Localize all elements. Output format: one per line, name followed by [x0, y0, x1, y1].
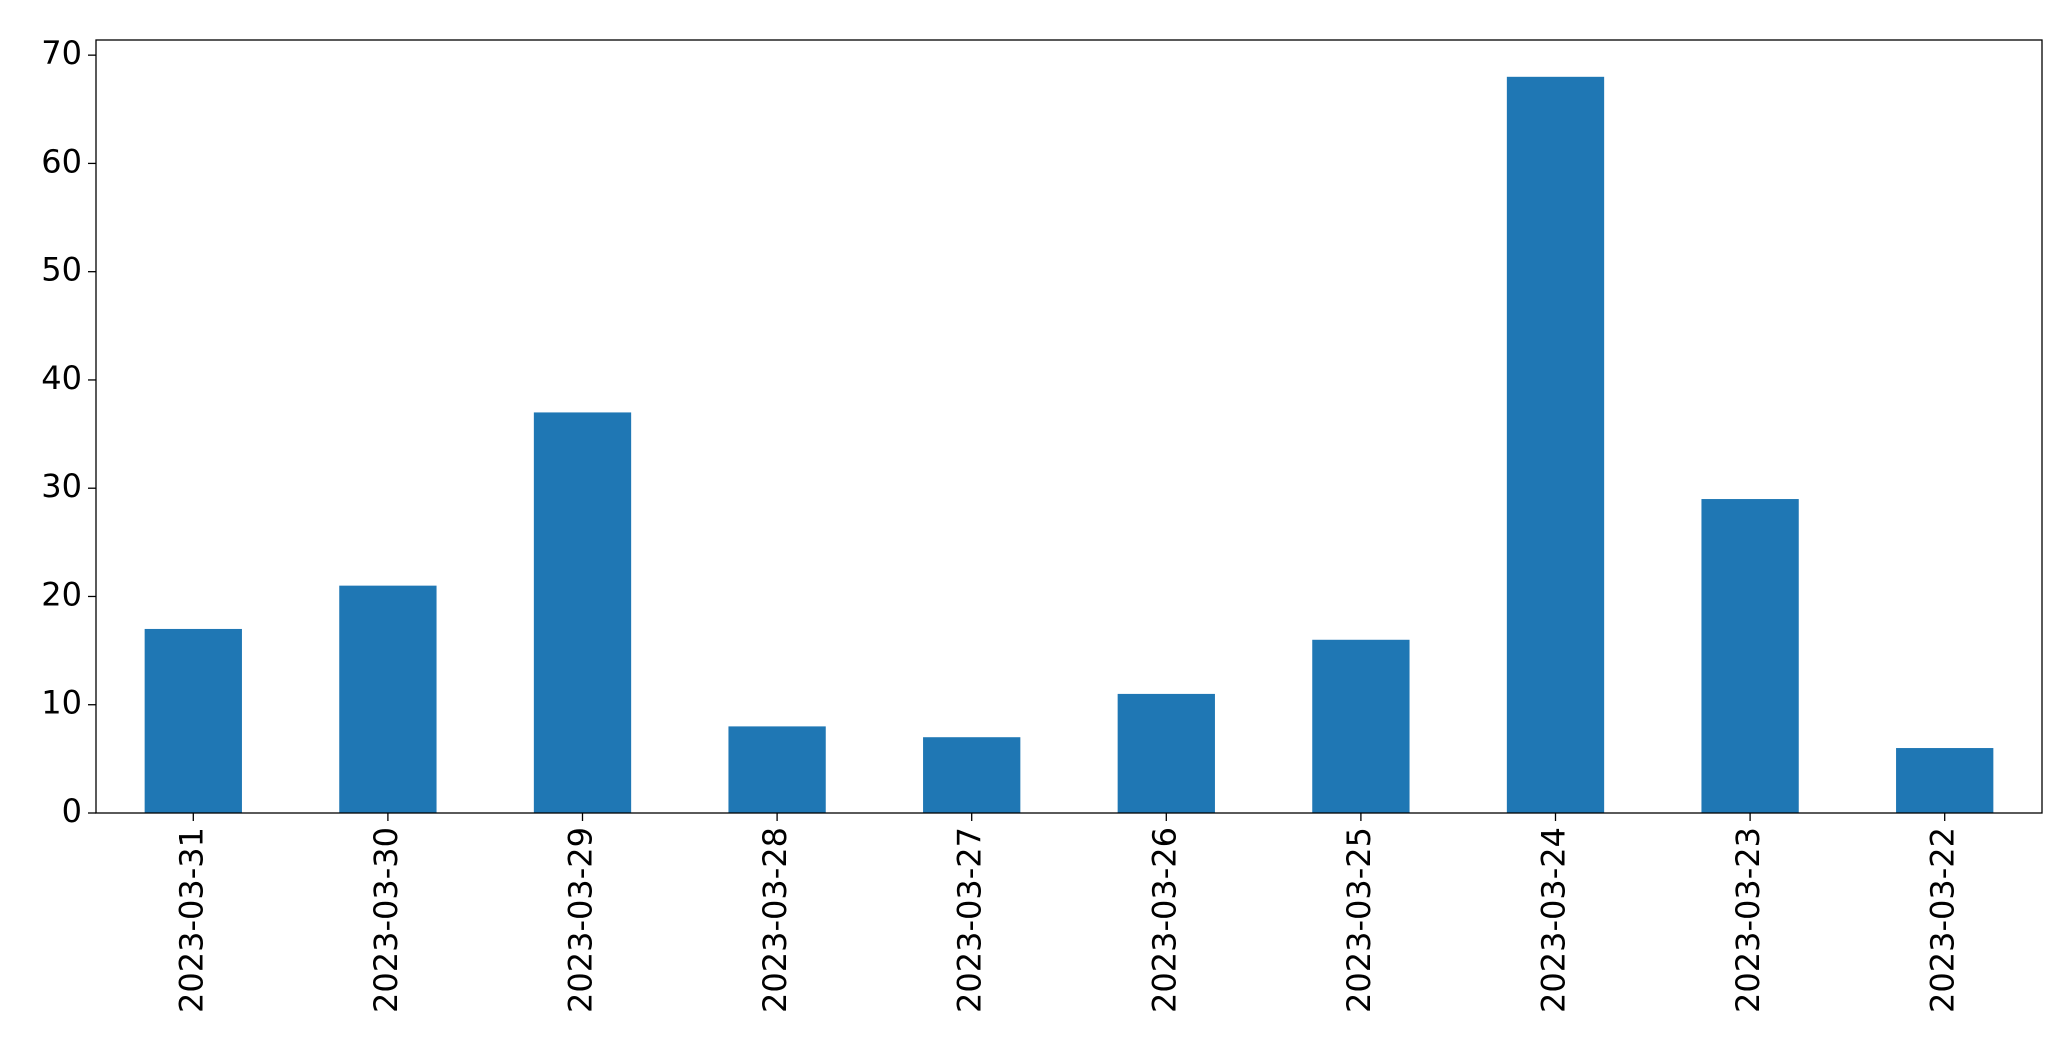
x-tick-label: 2023-03-24 — [1535, 827, 1573, 1013]
x-tick-label: 2023-03-28 — [756, 827, 794, 1013]
y-tick-label: 30 — [41, 467, 82, 505]
x-tick-label: 2023-03-31 — [172, 827, 210, 1013]
y-tick-label: 60 — [41, 142, 82, 180]
bar — [1312, 639, 1410, 813]
y-tick-label: 20 — [41, 575, 82, 613]
bar — [339, 585, 437, 813]
bar — [923, 737, 1021, 813]
bar — [144, 628, 242, 813]
y-tick-label: 40 — [41, 359, 82, 397]
x-tick-label: 2023-03-30 — [367, 827, 405, 1013]
x-tick-label: 2023-03-23 — [1729, 827, 1767, 1013]
bar — [533, 412, 632, 813]
x-tick-label: 2023-03-26 — [1145, 827, 1183, 1013]
bar — [1701, 499, 1799, 813]
bar — [1506, 76, 1605, 814]
x-tick-label: 2023-03-27 — [951, 827, 989, 1013]
bar — [1117, 693, 1215, 813]
x-tick-label: 2023-03-22 — [1924, 827, 1962, 1013]
x-tick-label: 2023-03-25 — [1340, 827, 1378, 1013]
y-tick-label: 0 — [62, 792, 82, 830]
plot-frame — [95, 39, 2043, 814]
bar — [728, 726, 826, 813]
y-tick-label: 10 — [41, 684, 82, 722]
y-tick-label: 50 — [41, 251, 82, 289]
x-tick-label: 2023-03-29 — [562, 827, 600, 1013]
y-tick-label: 70 — [41, 34, 82, 72]
bar — [1896, 748, 1994, 813]
